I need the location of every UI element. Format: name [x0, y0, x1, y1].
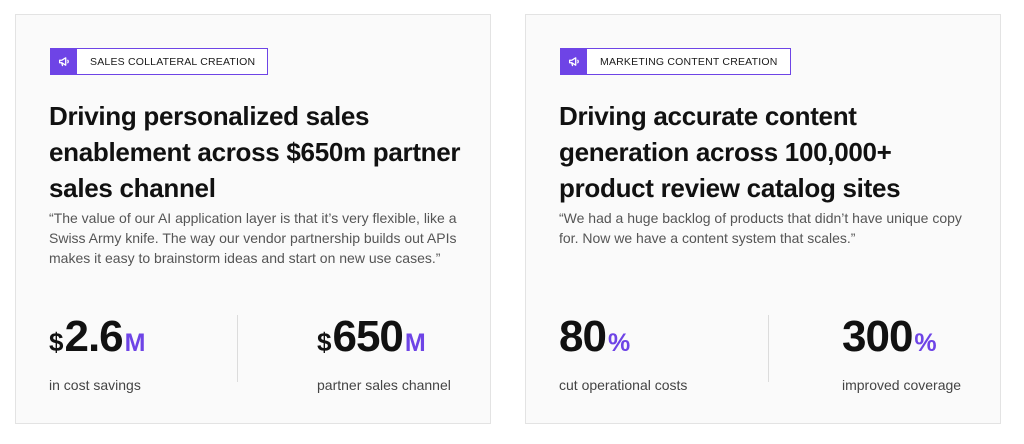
stat-value: $ 2.6 M	[49, 315, 145, 359]
case-study-card-marketing: MARKETING CONTENT CREATION Driving accur…	[525, 14, 1001, 424]
stat-caption: in cost savings	[49, 377, 141, 393]
stat-prefix: $	[49, 327, 64, 357]
megaphone-icon	[561, 49, 587, 74]
stat-prefix: $	[317, 327, 332, 357]
stat-caption: improved coverage	[842, 377, 962, 393]
stat-suffix: %	[914, 329, 937, 357]
customer-quote: “The value of our AI application layer i…	[49, 210, 457, 266]
category-tag-label: SALES COLLATERAL CREATION	[90, 55, 256, 68]
stat-value: 300 %	[842, 315, 961, 359]
stat-number: 80	[559, 312, 607, 361]
stat-number: 300	[842, 312, 913, 361]
category-tag: SALES COLLATERAL CREATION	[50, 48, 269, 75]
customer-quote: “We had a huge backlog of products that …	[559, 210, 962, 246]
stat-value: 80 %	[559, 315, 687, 359]
stat-number: 2.6	[64, 312, 123, 361]
stat-number: 650	[332, 312, 403, 361]
case-study-headline: Driving accurate content generation acro…	[559, 101, 901, 203]
stat-suffix: M	[124, 329, 146, 357]
stat-cost-savings: $ 2.6 M in cost savings	[49, 315, 145, 394]
stat-caption: partner sales channel	[317, 377, 451, 393]
stat-divider	[768, 315, 769, 382]
case-study-card-sales: SALES COLLATERAL CREATION Driving person…	[15, 14, 491, 424]
stat-coverage: 300 % improved coverage	[842, 315, 962, 394]
stat-operational-costs: 80 % cut operational costs	[559, 315, 688, 394]
stat-partner-channel: $ 650 M partner sales channel	[317, 315, 451, 394]
megaphone-icon	[51, 49, 77, 74]
stat-suffix: %	[607, 329, 631, 357]
case-study-headline: Driving personalized sales enablement ac…	[49, 101, 461, 203]
stat-caption: cut operational costs	[559, 377, 688, 393]
stat-suffix: M	[404, 329, 426, 357]
stat-value: $ 650 M	[317, 315, 451, 359]
category-tag: MARKETING CONTENT CREATION	[560, 48, 791, 75]
category-tag-label: MARKETING CONTENT CREATION	[600, 55, 778, 68]
stat-divider	[237, 315, 238, 382]
